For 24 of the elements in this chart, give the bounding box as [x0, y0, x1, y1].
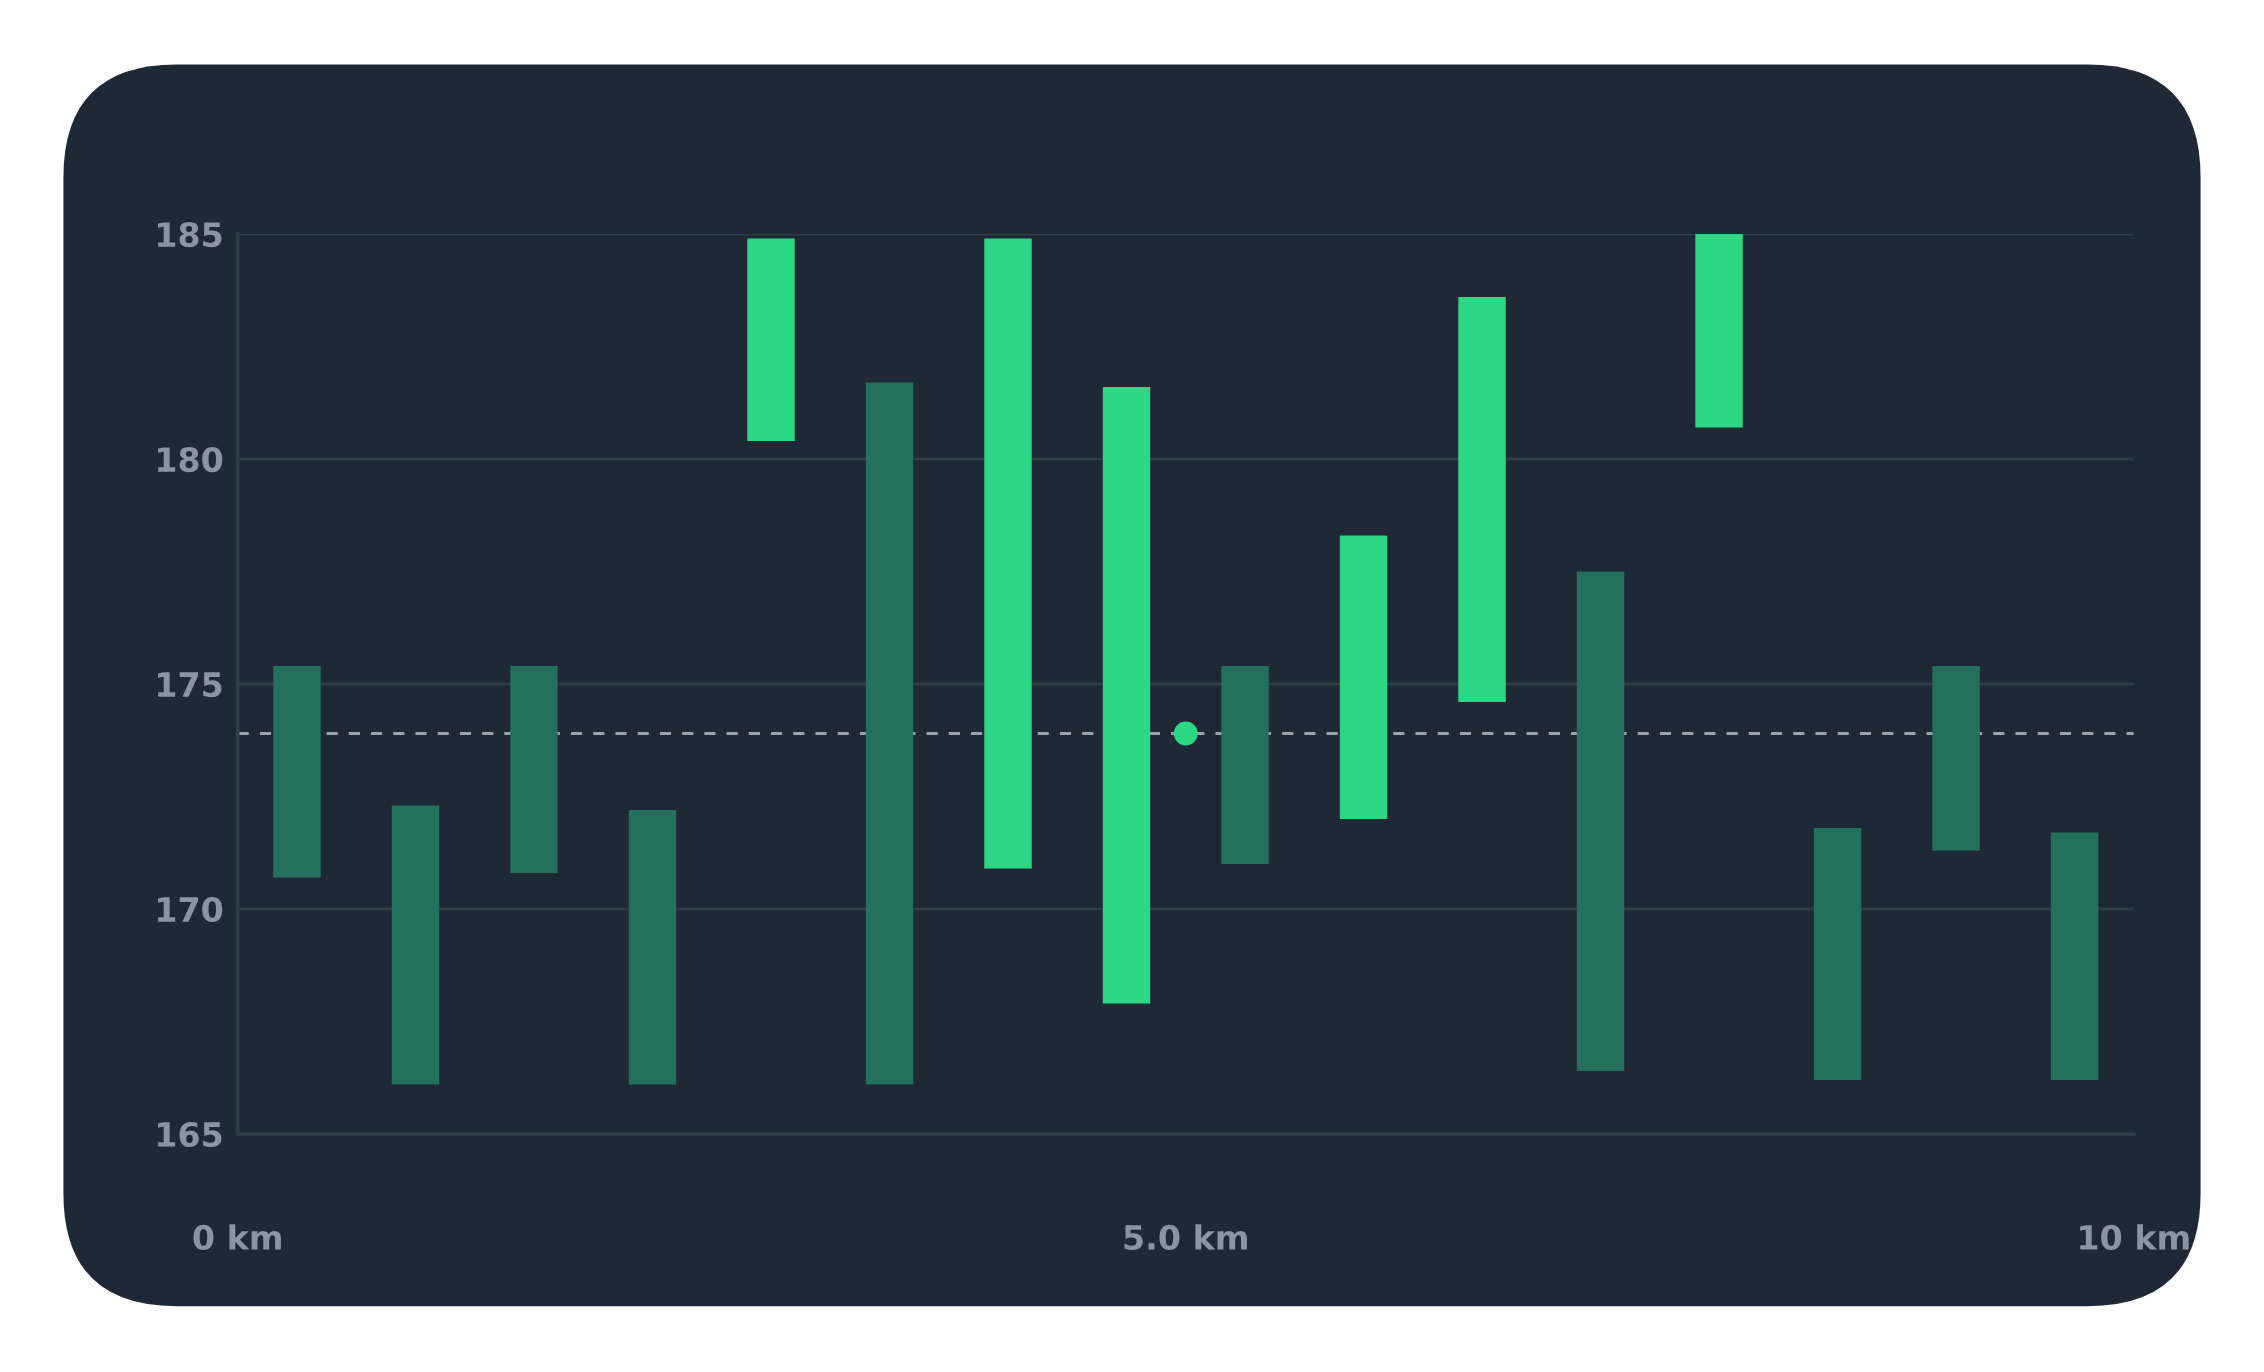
bar: [1813, 827, 1862, 1080]
bar: [1458, 297, 1506, 703]
y-tick-label: 175: [158, 672, 222, 698]
bar: [747, 238, 795, 442]
y-tick-label: 165: [158, 1121, 222, 1148]
y-tick-label: 180: [158, 446, 223, 473]
bar: [1339, 535, 1388, 819]
x-tick-label: 10 km: [2080, 1224, 2189, 1251]
bar: [391, 805, 440, 1085]
bar: [1102, 387, 1151, 1004]
bar: [1576, 571, 1625, 1071]
bar: [2050, 832, 2099, 1080]
bar: [1221, 666, 1269, 864]
bar: [984, 238, 1032, 869]
y-tick-label: 170: [158, 896, 223, 923]
bar: [510, 666, 558, 873]
bar: [273, 666, 321, 878]
x-tick-label: 5.0 km: [1124, 1224, 1247, 1251]
bar: [865, 382, 914, 1085]
bar: [628, 810, 677, 1085]
bar: [1932, 666, 1980, 851]
y-tick-label: 185: [158, 221, 222, 248]
x-tick-label: 0 km: [193, 1224, 281, 1251]
bar: [1695, 234, 1743, 428]
